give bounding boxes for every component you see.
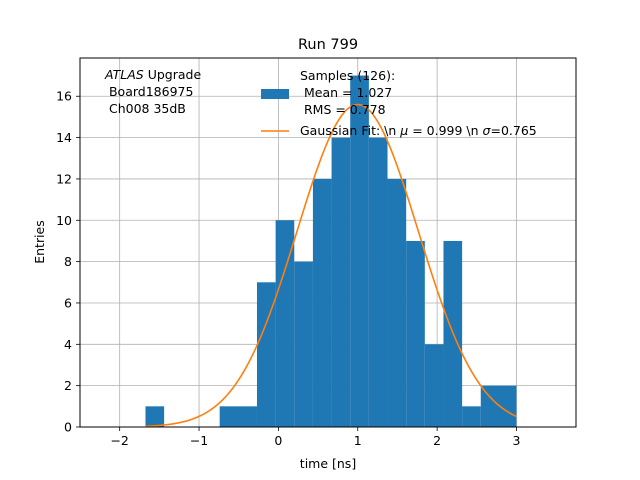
histogram-bar xyxy=(312,178,332,427)
x-axis-label: time [ns] xyxy=(300,456,356,471)
x-tick-label: −1 xyxy=(190,433,208,448)
y-axis-label: Entries xyxy=(32,220,47,264)
histogram-bar xyxy=(462,406,481,427)
legend-fit-mid: = 0.999 \n xyxy=(408,123,482,138)
y-tick-label: 0 xyxy=(64,420,72,435)
legend-samples-line-3: RMS = 0.778 xyxy=(300,102,386,117)
legend-samples-line-1: Samples (126): xyxy=(300,68,395,83)
gaussian-fit-line xyxy=(145,103,517,428)
x-axis-ticks: −2 −1 0 1 2 3 xyxy=(110,427,520,448)
legend-fit-label: Gaussian Fit: \n μ = 0.999 \n σ=0.765 xyxy=(300,123,537,138)
legend-fit-suffix: =0.765 xyxy=(490,123,536,138)
y-tick-label: 6 xyxy=(64,295,72,310)
legend: Samples (126): Mean = 1.027 RMS = 0.778 … xyxy=(261,68,537,138)
y-tick-label: 12 xyxy=(56,171,72,186)
x-tick-label: 1 xyxy=(354,433,362,448)
histogram-bar xyxy=(275,220,295,427)
histogram-bar xyxy=(256,282,276,427)
y-tick-label: 2 xyxy=(64,378,72,393)
x-tick-label: 2 xyxy=(433,433,441,448)
histogram-bar xyxy=(406,240,425,427)
annotation-upgrade: Upgrade xyxy=(144,67,202,82)
y-axis-ticks: 0 2 4 6 8 10 12 14 16 xyxy=(56,89,80,435)
x-tick-label: −2 xyxy=(110,433,128,448)
y-tick-label: 14 xyxy=(56,130,72,145)
legend-histogram-patch xyxy=(261,89,289,99)
annotation-line-3: Ch008 35dB xyxy=(105,101,186,116)
y-tick-label: 4 xyxy=(64,337,72,352)
histogram-bar xyxy=(368,137,388,427)
chart-title: Run 799 xyxy=(298,37,358,53)
legend-fit-sigma: σ xyxy=(483,123,492,138)
annotation-line-1: ATLAS Upgrade xyxy=(104,67,201,82)
x-tick-label: 3 xyxy=(513,433,521,448)
x-tick-label: 0 xyxy=(274,433,282,448)
y-tick-label: 10 xyxy=(56,213,72,228)
histogram-bar xyxy=(219,406,257,427)
y-tick-label: 8 xyxy=(64,254,72,269)
legend-fit-prefix: Gaussian Fit: \n xyxy=(300,123,400,138)
legend-fit-mu: μ xyxy=(399,123,408,138)
axes-frame xyxy=(79,57,577,428)
histogram-bar xyxy=(424,344,444,427)
annotation-line-2: Board186975 xyxy=(105,84,193,99)
annotation-atlas: ATLAS xyxy=(104,67,144,82)
legend-samples-line-2: Mean = 1.027 xyxy=(300,85,392,100)
histogram-bar xyxy=(294,261,313,427)
y-tick-label: 16 xyxy=(56,89,72,104)
histogram-bars xyxy=(145,75,517,428)
histogram-bar xyxy=(145,406,165,427)
atlas-annotation: ATLAS Upgrade Board186975 Ch008 35dB xyxy=(104,67,201,116)
histogram-bar xyxy=(387,178,407,427)
histogram-bar xyxy=(331,137,351,427)
histogram-bar xyxy=(350,75,369,428)
